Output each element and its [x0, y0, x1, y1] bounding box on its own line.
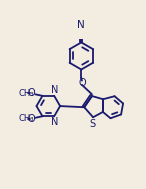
Text: N: N	[51, 85, 58, 95]
Text: CH₃: CH₃	[18, 89, 34, 98]
Text: O: O	[28, 114, 36, 124]
Text: N: N	[51, 117, 58, 127]
Text: S: S	[89, 119, 96, 129]
Text: CH₃: CH₃	[18, 115, 34, 123]
Text: O: O	[28, 88, 36, 98]
Text: O: O	[78, 78, 86, 88]
Text: N: N	[77, 20, 85, 30]
